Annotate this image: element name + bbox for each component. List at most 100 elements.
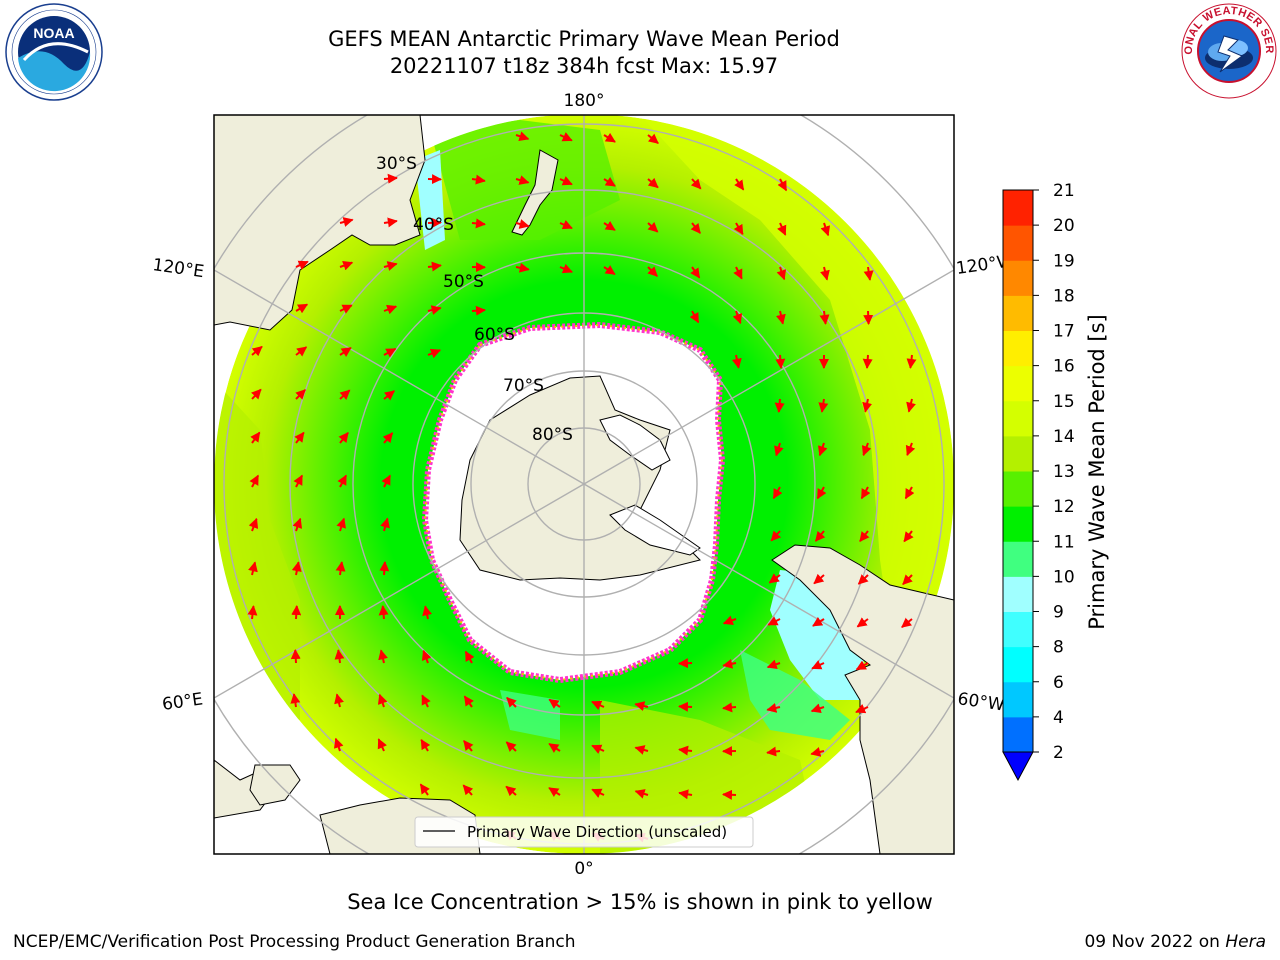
lat-label-80s: 80°S xyxy=(532,425,573,445)
lat-label-40s: 40°S xyxy=(413,215,454,235)
wave-direction-arrow xyxy=(334,649,345,664)
wave-direction-arrow xyxy=(905,442,916,457)
colorbar-tick-label: 2 xyxy=(1053,743,1064,763)
wave-direction-arrow xyxy=(906,398,916,413)
wave-direction-arrow xyxy=(427,348,442,359)
wave-direction-arrow xyxy=(333,737,344,752)
wave-direction-arrow xyxy=(819,310,830,325)
wave-direction-arrow xyxy=(817,442,828,457)
colorbar-segments xyxy=(1003,190,1033,753)
wave-direction-arrow xyxy=(766,659,781,670)
wave-direction-arrow xyxy=(378,649,388,664)
wave-direction-arrow xyxy=(855,660,869,671)
wave-direction-arrow xyxy=(903,530,914,543)
wave-direction-arrow xyxy=(770,530,782,542)
longitude-labels: 180° 0° 120°E 60°E 120°W 60°W xyxy=(151,91,1015,879)
wave-direction-arrow xyxy=(251,388,262,400)
wave-direction-arrow xyxy=(383,261,398,271)
wave-direction-arrow xyxy=(774,398,785,413)
wave-direction-arrow xyxy=(339,217,354,227)
wave-direction-arrow xyxy=(382,432,394,444)
wave-direction-arrow xyxy=(559,263,573,274)
wave-direction-arrow xyxy=(689,310,700,324)
wave-direction-arrow xyxy=(293,474,303,488)
colorbar-segment xyxy=(1003,295,1033,331)
wave-direction-arrow xyxy=(860,486,871,500)
wave-direction-arrow xyxy=(603,132,616,143)
colorbar-tick-label: 18 xyxy=(1053,286,1075,306)
wave-direction-arrow xyxy=(548,698,561,709)
colorbar-segment xyxy=(1003,681,1033,718)
wave-direction-arrow xyxy=(690,266,701,279)
wave-direction-arrow xyxy=(862,398,873,413)
wave-direction-arrow xyxy=(471,174,486,185)
wave-direction-arrow xyxy=(812,616,825,627)
wave-direction-arrow xyxy=(250,431,261,444)
wave-direction-arrow xyxy=(462,784,474,796)
wave-direction-arrow xyxy=(862,354,873,369)
wave-direction-arrow xyxy=(647,222,659,233)
lat-label-30s: 30°S xyxy=(376,154,417,174)
wave-direction-arrow xyxy=(290,693,301,708)
wave-direction-arrow xyxy=(505,741,517,752)
wave-direction-arrow xyxy=(776,266,787,281)
map-frame xyxy=(213,114,955,855)
wave-direction-arrow xyxy=(383,390,395,401)
wave-direction-arrow xyxy=(722,789,737,800)
colorbar-segment xyxy=(1003,365,1033,402)
wave-direction-arrow xyxy=(334,693,344,708)
wave-direction-arrow xyxy=(295,303,309,314)
colorbar-segment xyxy=(1003,541,1033,577)
noaa-logo: NOAA xyxy=(5,3,103,101)
wave-direction-arrow xyxy=(733,222,744,235)
wave-direction-arrow xyxy=(774,442,784,457)
wave-direction-arrow xyxy=(380,517,390,532)
colorbar-segment xyxy=(1003,190,1033,226)
wave-direction-arrow xyxy=(515,262,530,273)
wave-direction-arrow xyxy=(379,561,390,576)
wave-direction-arrow xyxy=(863,266,874,281)
colorbar-segment xyxy=(1003,400,1033,437)
wave-direction-arrow xyxy=(776,310,786,325)
colorbar-segment xyxy=(1003,611,1033,648)
wave-direction-arrow xyxy=(772,486,783,500)
wave-direction-arrow xyxy=(292,517,303,532)
graticule xyxy=(214,115,954,854)
wave-direction-arrow xyxy=(810,747,825,757)
wave-direction-arrow xyxy=(734,178,745,191)
colorbar-tick-label: 17 xyxy=(1053,322,1075,342)
wave-direction-arrow xyxy=(857,574,869,585)
wave-direction-arrow xyxy=(421,649,432,664)
lon-label-180: 180° xyxy=(564,91,605,111)
wave-direction-arrow xyxy=(381,474,391,488)
wave-direction-arrow xyxy=(559,132,573,142)
sea-ice-note: Sea Ice Concentration > 15% is shown in … xyxy=(347,890,933,914)
wave-direction-arrow xyxy=(248,517,259,532)
wave-direction-arrow xyxy=(768,573,781,584)
wave-direction-arrow xyxy=(463,740,474,752)
wave-direction-arrow xyxy=(777,222,787,236)
colorbar-tick-label: 11 xyxy=(1053,532,1075,552)
footer-date: 09 Nov 2022 on Hera xyxy=(1084,932,1266,952)
wave-direction-arrow xyxy=(678,701,693,712)
wave-direction-arrow xyxy=(336,517,346,532)
wave-direction-arrow xyxy=(731,354,742,369)
wave-direction-arrow xyxy=(722,658,737,669)
wave-direction-arrow xyxy=(427,261,442,272)
wave-direction-arrow xyxy=(290,649,301,664)
wave-direction-arrow xyxy=(634,745,649,755)
lat-label-70s: 70°S xyxy=(503,376,544,396)
footer-machine: Hera xyxy=(1225,932,1266,952)
wave-direction-arrow xyxy=(603,265,616,276)
wave-direction-arrow xyxy=(767,616,781,626)
wave-direction-arrow xyxy=(820,222,831,237)
wave-direction-arrow xyxy=(248,561,258,576)
wave-direction-arrow xyxy=(427,217,442,228)
wave-direction-arrow xyxy=(295,389,306,400)
wave-direction-arrow xyxy=(818,398,829,413)
wave-direction-arrow xyxy=(811,660,825,670)
latitude-labels: 30°S 40°S 50°S 60°S 70°S 80°S xyxy=(376,154,573,445)
colorbar-under-triangle xyxy=(1002,751,1034,782)
wave-direction-arrow xyxy=(856,617,869,628)
colorbar-segment xyxy=(1003,225,1033,261)
